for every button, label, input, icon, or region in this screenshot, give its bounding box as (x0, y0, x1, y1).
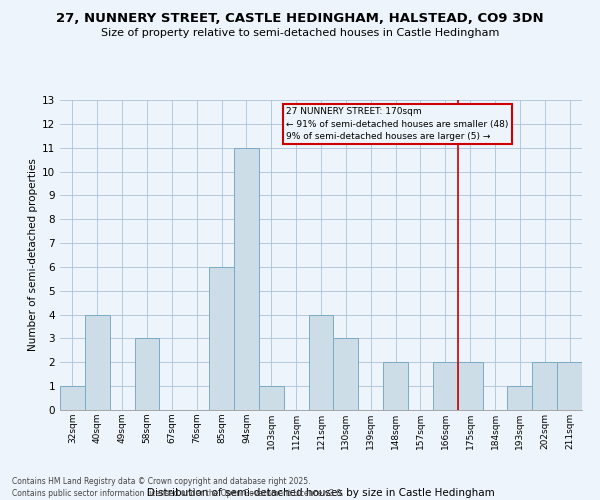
Bar (532, 362, 557, 410)
Bar (259, 386, 284, 410)
Bar (383, 362, 408, 410)
Bar (134, 338, 160, 410)
Bar (334, 338, 358, 410)
Text: Contains HM Land Registry data © Crown copyright and database right 2025.
Contai: Contains HM Land Registry data © Crown c… (12, 476, 344, 498)
Bar (209, 267, 234, 410)
Bar (433, 362, 458, 410)
Bar (508, 386, 532, 410)
Bar (458, 362, 482, 410)
Bar (85, 314, 110, 410)
Text: 27 NUNNERY STREET: 170sqm
← 91% of semi-detached houses are smaller (48)
9% of s: 27 NUNNERY STREET: 170sqm ← 91% of semi-… (286, 107, 509, 141)
Bar (557, 362, 582, 410)
Bar (60, 386, 85, 410)
Text: 27, NUNNERY STREET, CASTLE HEDINGHAM, HALSTEAD, CO9 3DN: 27, NUNNERY STREET, CASTLE HEDINGHAM, HA… (56, 12, 544, 26)
X-axis label: Distribution of semi-detached houses by size in Castle Hedingham: Distribution of semi-detached houses by … (147, 488, 495, 498)
Text: Size of property relative to semi-detached houses in Castle Hedingham: Size of property relative to semi-detach… (101, 28, 499, 38)
Y-axis label: Number of semi-detached properties: Number of semi-detached properties (28, 158, 38, 352)
Bar (308, 314, 334, 410)
Bar (234, 148, 259, 410)
